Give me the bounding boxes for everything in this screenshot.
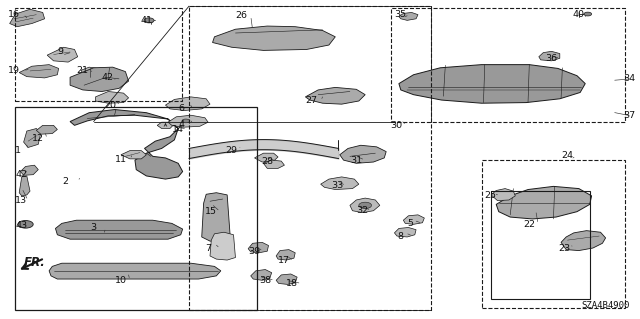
Text: 2: 2 xyxy=(62,177,68,186)
Polygon shape xyxy=(264,160,284,168)
Text: 34: 34 xyxy=(623,74,636,83)
Polygon shape xyxy=(121,151,147,159)
Text: 18: 18 xyxy=(286,279,298,288)
Text: 15: 15 xyxy=(205,207,217,216)
Circle shape xyxy=(584,12,591,16)
Text: SZA4B4900: SZA4B4900 xyxy=(581,301,630,310)
Text: 35: 35 xyxy=(394,10,406,19)
Polygon shape xyxy=(491,189,515,201)
Bar xyxy=(15,8,182,101)
Polygon shape xyxy=(340,145,386,163)
Circle shape xyxy=(18,220,33,228)
Polygon shape xyxy=(212,26,335,50)
Text: 30: 30 xyxy=(390,121,403,130)
Bar xyxy=(481,160,625,308)
Polygon shape xyxy=(399,12,418,20)
Text: 21: 21 xyxy=(76,66,88,76)
Text: 1: 1 xyxy=(15,145,21,154)
Polygon shape xyxy=(350,198,380,213)
Text: 14: 14 xyxy=(172,125,184,134)
Polygon shape xyxy=(19,65,59,78)
Text: 33: 33 xyxy=(331,181,343,190)
Text: 28: 28 xyxy=(261,157,273,166)
Text: 42: 42 xyxy=(102,73,114,82)
Polygon shape xyxy=(276,250,295,260)
Bar xyxy=(390,8,625,122)
Circle shape xyxy=(144,18,154,23)
Text: 39: 39 xyxy=(248,247,260,256)
Text: 42: 42 xyxy=(15,170,28,179)
Polygon shape xyxy=(210,232,236,260)
Text: 40: 40 xyxy=(573,10,584,19)
Polygon shape xyxy=(20,165,38,175)
Polygon shape xyxy=(157,122,173,129)
Polygon shape xyxy=(81,67,102,76)
Text: 43: 43 xyxy=(15,221,28,230)
Polygon shape xyxy=(255,153,278,162)
Text: 11: 11 xyxy=(115,155,127,164)
Polygon shape xyxy=(19,176,30,196)
Text: 31: 31 xyxy=(350,156,362,165)
Circle shape xyxy=(182,119,189,123)
Text: FR.: FR. xyxy=(24,256,45,269)
Text: 22: 22 xyxy=(523,220,535,229)
Bar xyxy=(189,6,431,310)
Polygon shape xyxy=(561,231,605,250)
Text: 19: 19 xyxy=(8,66,20,76)
Polygon shape xyxy=(166,97,210,110)
Text: 17: 17 xyxy=(278,256,290,265)
Polygon shape xyxy=(276,274,297,285)
Text: 13: 13 xyxy=(15,196,28,205)
Text: 24: 24 xyxy=(561,151,573,160)
Text: 37: 37 xyxy=(623,111,636,120)
Polygon shape xyxy=(251,270,272,280)
Polygon shape xyxy=(10,9,45,27)
Polygon shape xyxy=(399,65,585,103)
Text: 23: 23 xyxy=(558,244,570,253)
Text: 29: 29 xyxy=(225,145,237,154)
Text: 41: 41 xyxy=(140,16,152,25)
Polygon shape xyxy=(70,67,129,92)
Text: 8: 8 xyxy=(397,232,403,241)
Polygon shape xyxy=(47,47,77,62)
Text: 20: 20 xyxy=(104,101,116,110)
Polygon shape xyxy=(305,87,365,104)
Polygon shape xyxy=(95,92,129,103)
Text: 10: 10 xyxy=(115,276,127,285)
Bar xyxy=(15,107,257,310)
Polygon shape xyxy=(248,242,269,253)
Polygon shape xyxy=(56,220,182,239)
Polygon shape xyxy=(70,109,182,179)
Polygon shape xyxy=(403,215,424,224)
Text: 7: 7 xyxy=(205,244,211,253)
Polygon shape xyxy=(36,125,58,134)
Text: 12: 12 xyxy=(32,134,44,144)
Polygon shape xyxy=(202,193,230,242)
Polygon shape xyxy=(108,75,121,82)
Text: 38: 38 xyxy=(259,276,271,285)
Text: 4: 4 xyxy=(178,120,184,129)
Polygon shape xyxy=(321,177,359,189)
Text: 25: 25 xyxy=(484,191,497,200)
Polygon shape xyxy=(49,263,221,279)
Polygon shape xyxy=(496,186,591,219)
Polygon shape xyxy=(539,51,560,61)
Text: 26: 26 xyxy=(236,11,248,20)
Polygon shape xyxy=(394,227,416,237)
Circle shape xyxy=(359,202,372,209)
Text: 5: 5 xyxy=(407,219,413,228)
Polygon shape xyxy=(168,115,208,127)
Text: 3: 3 xyxy=(90,223,97,232)
Text: 27: 27 xyxy=(305,97,317,106)
Text: 16: 16 xyxy=(8,10,20,19)
Text: 36: 36 xyxy=(545,54,557,63)
Text: 6: 6 xyxy=(178,104,184,113)
Text: 32: 32 xyxy=(356,206,369,215)
Polygon shape xyxy=(24,129,41,147)
Text: 9: 9 xyxy=(58,48,63,56)
Bar xyxy=(491,191,589,299)
